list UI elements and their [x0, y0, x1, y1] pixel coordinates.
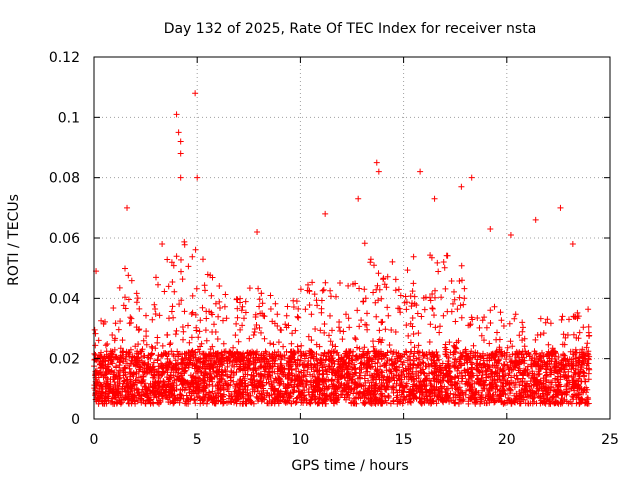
roti-point — [192, 90, 199, 97]
y-tick-label: 0.04 — [49, 291, 80, 307]
y-tick-label: 0 — [71, 412, 80, 428]
roti-point — [355, 195, 362, 202]
roti-point — [173, 111, 180, 118]
roti-point — [159, 241, 166, 248]
roti-point — [322, 210, 329, 217]
x-tick-label: 15 — [395, 432, 413, 448]
axis-ticks: 0 5 10 15 20 25 0 0.02 0.04 0.06 0.08 0.1 0.12 — [49, 50, 619, 448]
roti-point — [458, 183, 465, 190]
roti-point — [532, 216, 539, 223]
y-tick-label: 0.06 — [49, 231, 80, 247]
roti-point-cloud — [91, 238, 593, 407]
roti-point — [417, 168, 424, 175]
roti-point — [254, 228, 261, 235]
roti-point — [177, 150, 184, 157]
roti-point — [375, 168, 382, 175]
roti-point — [124, 204, 131, 211]
x-tick-label: 5 — [193, 432, 202, 448]
chart-title: Day 132 of 2025, Rate Of TEC Index for r… — [164, 21, 537, 37]
roti-point — [175, 129, 182, 136]
roti-point — [373, 159, 380, 166]
x-axis-label: GPS time / hours — [291, 458, 408, 474]
roti-point — [177, 138, 184, 145]
x-tick-label: 20 — [498, 432, 516, 448]
roti-point — [487, 225, 494, 232]
data-points — [91, 90, 593, 407]
roti-point — [468, 174, 475, 181]
roti-point — [194, 174, 201, 181]
x-tick-label: 0 — [90, 432, 99, 448]
y-tick-label: 0.1 — [58, 110, 80, 126]
y-tick-label: 0.08 — [49, 171, 80, 187]
x-tick-label: 10 — [291, 432, 309, 448]
grid — [94, 57, 610, 419]
roti-point — [431, 195, 438, 202]
roti-point — [569, 241, 576, 248]
roti-point — [507, 231, 514, 238]
y-axis-label: ROTI / TECUs — [6, 194, 22, 286]
y-tick-label: 0.12 — [49, 50, 80, 66]
roti-point — [557, 204, 564, 211]
x-tick-label: 25 — [601, 432, 619, 448]
roti-point — [177, 174, 184, 181]
y-tick-label: 0.02 — [49, 352, 80, 368]
